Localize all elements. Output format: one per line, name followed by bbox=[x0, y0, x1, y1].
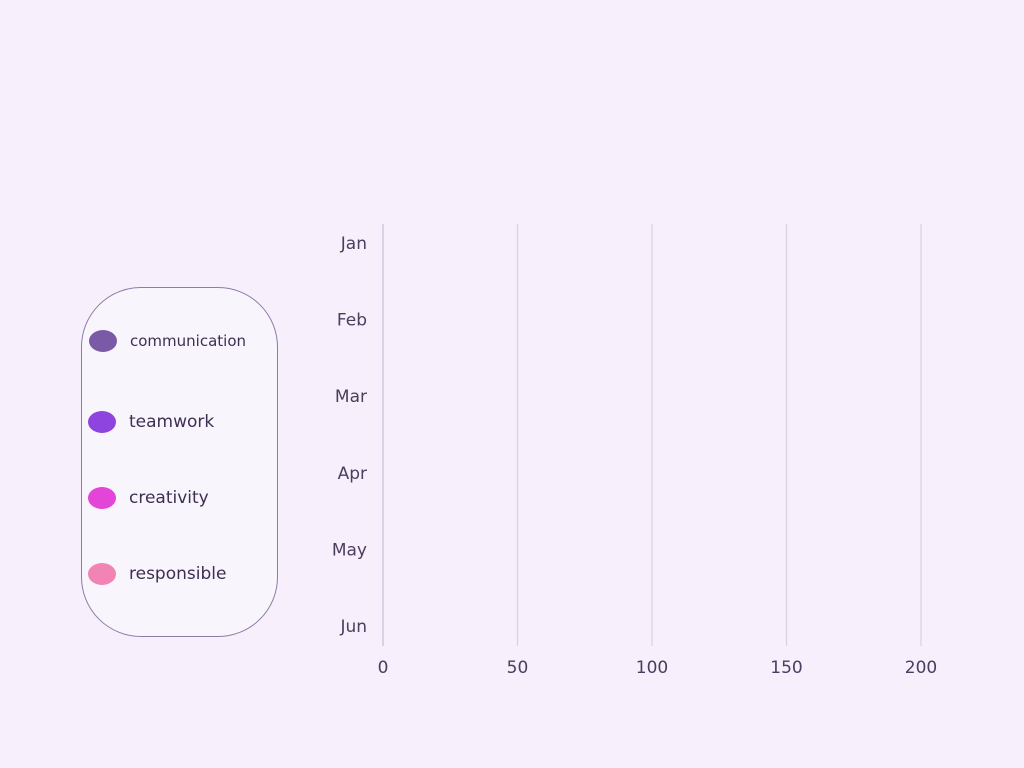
x-tick-label: 150 bbox=[770, 658, 802, 678]
legend-item-teamwork: teamwork bbox=[88, 411, 214, 433]
x-tick-label: 100 bbox=[636, 658, 668, 678]
x-tick-label: 0 bbox=[378, 658, 389, 678]
x-tick-label: 200 bbox=[905, 658, 937, 678]
x-axis-tick-labels: 0 50 100 150 200 bbox=[378, 658, 938, 678]
legend-label-teamwork: teamwork bbox=[129, 412, 215, 432]
y-tick-label: Jan bbox=[340, 234, 367, 254]
x-tick-label: 50 bbox=[507, 658, 529, 678]
legend-item-creativity: creativity bbox=[88, 487, 209, 509]
y-tick-label: May bbox=[332, 540, 367, 560]
legend-swatch-creativity bbox=[88, 487, 116, 509]
y-tick-label: Jun bbox=[339, 617, 367, 637]
y-tick-label: Mar bbox=[335, 387, 367, 407]
legend-item-communication: communication bbox=[89, 330, 246, 352]
grid-lines bbox=[382, 224, 922, 646]
legend-swatch-responsible bbox=[88, 563, 116, 585]
y-tick-label: Feb bbox=[337, 311, 367, 331]
y-axis-tick-labels: Jan Feb Mar Apr May Jun bbox=[332, 234, 367, 637]
legend-label-creativity: creativity bbox=[129, 488, 209, 508]
chart-legend: communication teamwork creativity respon… bbox=[81, 287, 278, 637]
legend-label-responsible: responsible bbox=[129, 564, 227, 584]
legend-item-responsible: responsible bbox=[88, 563, 226, 585]
legend-label-communication: communication bbox=[130, 332, 247, 350]
legend-swatch-communication bbox=[89, 330, 117, 352]
y-tick-label: Apr bbox=[338, 464, 367, 484]
legend-swatch-teamwork bbox=[88, 411, 116, 433]
